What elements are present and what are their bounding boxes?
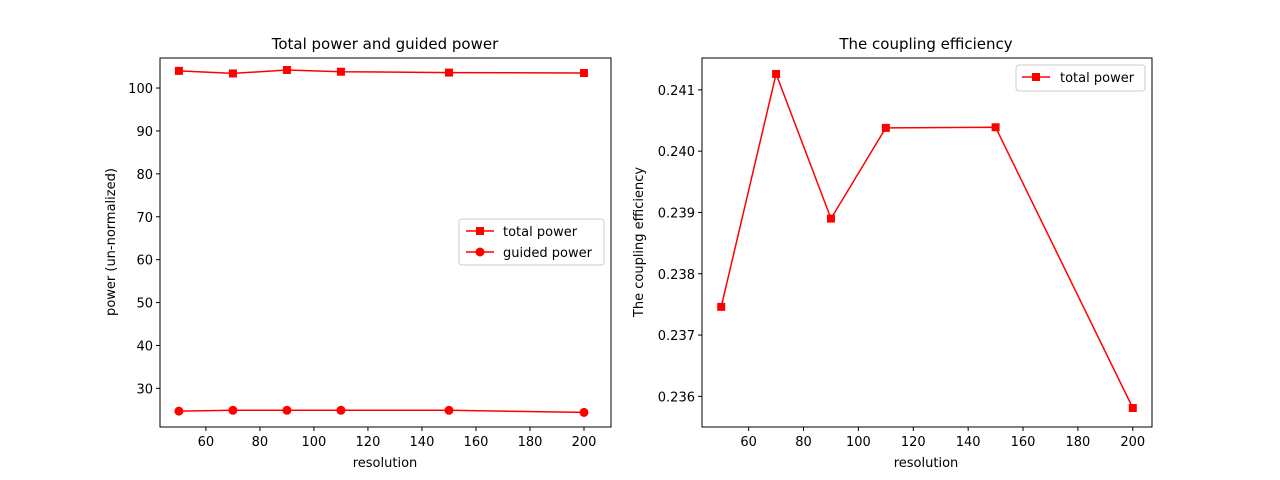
x-tick-label: 60 (198, 435, 215, 450)
y-tick-label: 100 (128, 82, 153, 97)
x-ticks: 60 80 100 120 140 160 180 200 (198, 427, 597, 450)
x-tick-label: 80 (795, 435, 812, 450)
y-tick-label: 30 (136, 382, 153, 397)
legend-box (458, 218, 605, 266)
x-tick-label: 120 (356, 435, 381, 450)
y-tick-label: 60 (136, 254, 153, 269)
y-tick-label: 0.236 (658, 390, 695, 405)
data-point-total-power (1128, 403, 1137, 412)
y-ticks: 0.236 0.237 0.238 0.239 0.240 0.241 (658, 84, 702, 405)
legend-marker-square (476, 227, 484, 235)
axes-frame (159, 57, 612, 428)
y-tick-label: 0.238 (658, 268, 695, 283)
x-tick-label: 180 (518, 435, 543, 450)
chart-title: Total power and guided power (271, 35, 499, 53)
data-point-total-power (282, 66, 291, 75)
x-tick-label: 200 (1120, 435, 1145, 450)
chart-title: The coupling efficiency (838, 35, 1012, 53)
y-tick-label: 40 (136, 339, 153, 354)
data-point-total-power (579, 69, 588, 78)
x-tick-label: 80 (252, 435, 269, 450)
axes-frame (701, 57, 1153, 428)
y-tick-label: 70 (136, 211, 153, 226)
y-ticks: 30 40 50 60 70 80 90 100 (128, 82, 160, 397)
data-point-total-power (174, 66, 183, 75)
y-tick-label: 50 (136, 297, 153, 312)
y-tick-label: 0.240 (658, 145, 695, 160)
x-tick-label: 140 (410, 435, 435, 450)
legend: total power guided power (458, 218, 605, 266)
legend-marker-circle (475, 247, 485, 257)
data-point-guided-power (228, 405, 238, 415)
x-ticks: 60 80 100 120 140 160 180 200 (740, 427, 1145, 450)
data-point-guided-power (579, 407, 589, 417)
data-point-total-power (228, 69, 237, 78)
chart-coupling-efficiency: The coupling efficiency 60 80 100 120 140 160… (632, 35, 1153, 471)
x-tick-label: 60 (740, 435, 757, 450)
y-tick-label: 0.239 (658, 206, 695, 221)
x-tick-label: 100 (302, 435, 327, 450)
y-tick-label: 90 (136, 125, 153, 140)
data-point-guided-power (336, 405, 346, 415)
data-point-total-power (717, 302, 726, 311)
x-tick-label: 100 (846, 435, 871, 450)
legend-marker-square (1032, 73, 1040, 81)
legend-label-guided-power: guided power (503, 246, 593, 261)
x-tick-label: 200 (572, 435, 597, 450)
y-tick-label: 0.237 (658, 329, 695, 344)
data-point-total-power (991, 123, 1000, 132)
data-point-total-power (826, 214, 835, 223)
data-point-guided-power (444, 405, 454, 415)
series-layer (717, 69, 1137, 412)
y-tick-label: 0.241 (658, 84, 695, 99)
legend: total power (1015, 64, 1146, 92)
data-point-total-power (336, 67, 345, 76)
series-line-total-power (720, 71, 1134, 409)
y-axis-label: power (un-normalized) (104, 168, 119, 316)
chart-total-power: Total power and guided power 60 80 100 120 1… (104, 35, 612, 471)
data-point-total-power (444, 68, 453, 77)
data-point-total-power (881, 123, 890, 132)
x-tick-label: 120 (901, 435, 926, 450)
x-axis-label: resolution (894, 456, 959, 471)
y-tick-label: 80 (136, 168, 153, 183)
legend-label-total-power: total power (503, 225, 578, 240)
series-line-total-power (178, 69, 585, 75)
series-line-guided-power (178, 409, 585, 414)
y-axis-label: The coupling efficiency (632, 167, 647, 318)
legend-box (1015, 64, 1146, 92)
data-point-guided-power (174, 406, 184, 416)
x-tick-label: 160 (1011, 435, 1036, 450)
data-point-guided-power (282, 405, 292, 415)
x-tick-label: 160 (464, 435, 489, 450)
legend-label-total-power: total power (1060, 71, 1135, 86)
x-tick-label: 180 (1066, 435, 1091, 450)
x-axis-label: resolution (353, 456, 418, 471)
series-layer (174, 66, 589, 417)
x-tick-label: 140 (956, 435, 981, 450)
data-point-total-power (772, 69, 781, 78)
